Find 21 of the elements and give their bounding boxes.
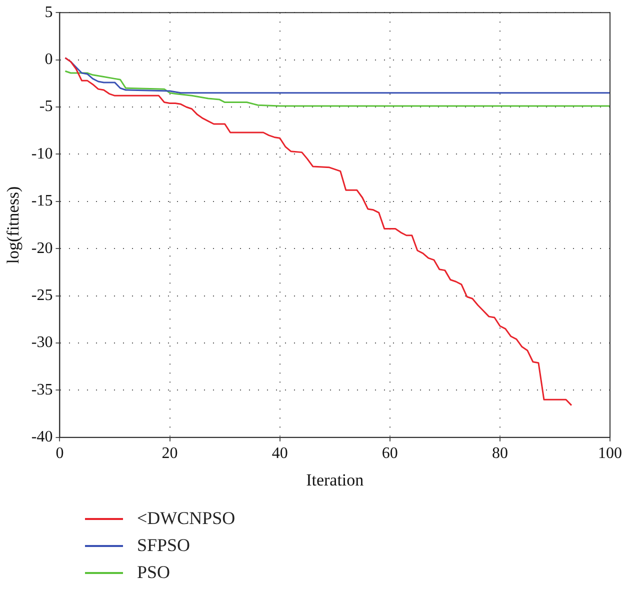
x-tick-label: 80 <box>492 445 508 462</box>
y-tick-label: -35 <box>31 381 53 398</box>
y-tick-label: 5 <box>44 4 53 21</box>
y-tick-label: 0 <box>44 51 53 68</box>
y-tick-label: -10 <box>31 145 53 162</box>
y-tick-label: -30 <box>31 334 53 352</box>
y-tick-label: -40 <box>31 428 53 446</box>
x-tick-label: 20 <box>162 445 178 462</box>
y-tick-label: -15 <box>31 192 53 210</box>
legend-label: SFPSO <box>137 535 190 556</box>
legend-label: PSO <box>137 562 170 583</box>
x-tick-label: 0 <box>56 445 64 462</box>
y-axis-title: log(fitness) <box>4 186 23 264</box>
y-tick-label: -20 <box>31 240 53 257</box>
legend-label: <DWCNPSO <box>137 508 236 529</box>
x-tick-label: 40 <box>272 445 288 462</box>
y-tick-label: -25 <box>31 287 53 304</box>
x-tick-label: 60 <box>382 445 398 462</box>
x-tick-label: 100 <box>598 445 622 462</box>
y-tick-label: -5 <box>39 98 53 116</box>
x-axis-title: Iteration <box>306 470 364 490</box>
